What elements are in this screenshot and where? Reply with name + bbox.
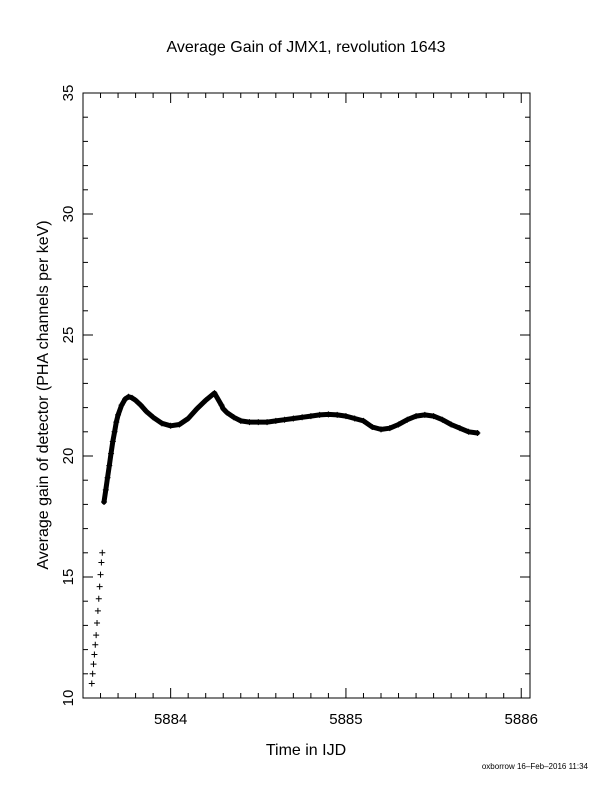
y-tick-label: 25 xyxy=(60,327,77,344)
data-point xyxy=(91,651,98,658)
chart-title: Average Gain of JMX1, revolution 1643 xyxy=(167,39,446,56)
x-tick-label: 5885 xyxy=(329,711,362,728)
y-tick-label: 20 xyxy=(60,448,77,465)
data-point xyxy=(95,595,102,602)
data-point xyxy=(99,549,106,556)
x-tick-label: 5884 xyxy=(154,711,187,728)
x-axis-label: Time in IJD xyxy=(266,742,346,759)
data-point xyxy=(93,632,100,639)
data-point xyxy=(88,680,95,687)
data-point xyxy=(98,559,105,566)
y-tick-label: 15 xyxy=(60,569,77,586)
footer-credit: oxborrow 16–Feb–2016 11:34 xyxy=(482,762,589,771)
axis-ticks: 5884 5885 5886 10 15 20 25 30 35 xyxy=(60,85,538,728)
data-point xyxy=(94,607,101,614)
plot-frame xyxy=(82,92,531,699)
y-axis-label: Average gain of detector (PHA channels p… xyxy=(35,220,52,569)
data-points xyxy=(88,390,481,687)
y-tick-label: 10 xyxy=(60,690,77,707)
y-tick-label: 30 xyxy=(60,206,77,223)
data-point xyxy=(89,670,96,677)
gain-curve xyxy=(101,390,480,505)
data-point xyxy=(92,641,99,648)
x-tick-label: 5886 xyxy=(505,711,538,728)
data-point xyxy=(94,619,101,626)
y-tick-label: 35 xyxy=(60,85,77,102)
data-point xyxy=(97,571,104,578)
data-point xyxy=(90,661,97,668)
data-point xyxy=(96,583,103,590)
